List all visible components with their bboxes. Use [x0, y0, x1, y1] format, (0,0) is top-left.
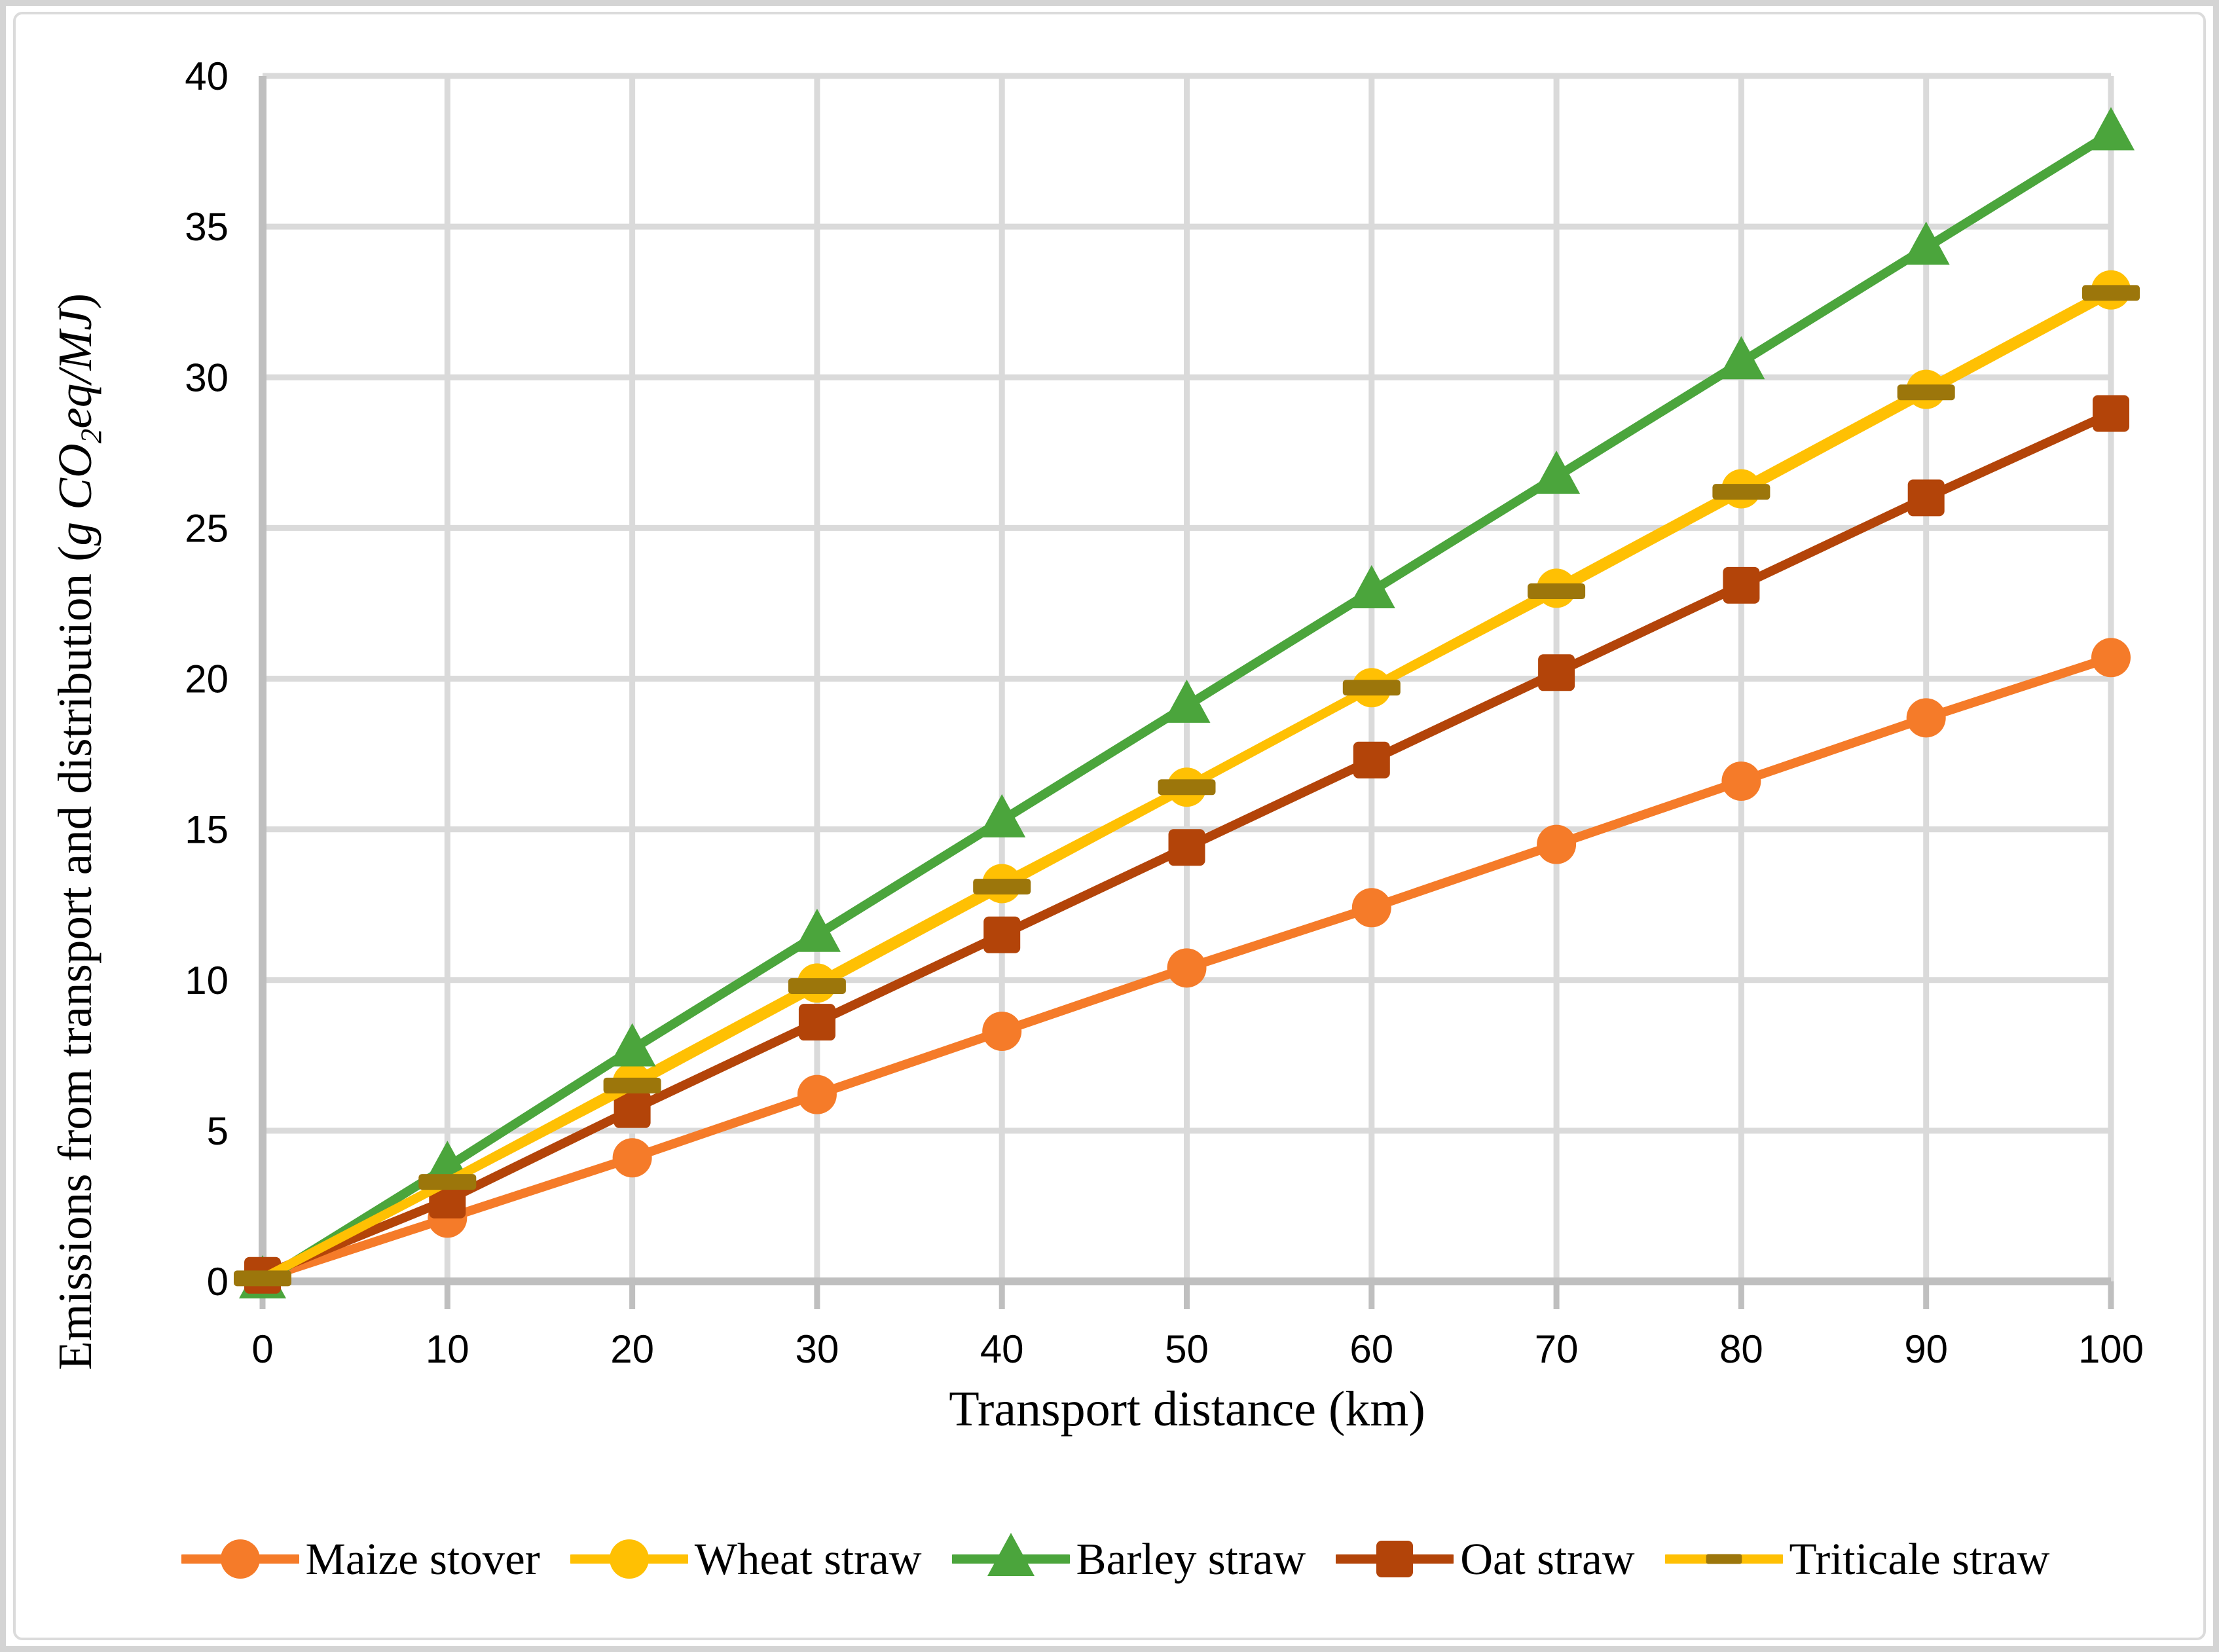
legend-marker-barley-straw [951, 1533, 1070, 1576]
x-tick-label: 50 [1165, 1327, 1209, 1371]
data-point-marker-circle [2091, 638, 2131, 678]
data-point-marker-square [1907, 479, 1945, 517]
series-triticale-straw [234, 285, 2140, 1287]
y-tick-label: 10 [185, 959, 229, 1002]
data-point-marker-square [1723, 566, 1760, 604]
data-point-marker-dash [1528, 583, 1586, 600]
legend-label-oat-straw: Oat straw [1460, 1533, 1635, 1584]
data-point-marker-circle [797, 1074, 837, 1114]
data-point-marker-dash [234, 1270, 291, 1287]
y-tick-label: 5 [207, 1109, 229, 1153]
legend-label-maize-stover: Maize stover [305, 1533, 540, 1584]
x-tick-label: 0 [251, 1327, 273, 1371]
x-tick-label: 80 [1719, 1327, 1763, 1371]
data-point-marker-dash [788, 978, 846, 994]
data-point-marker-square [1538, 654, 1575, 691]
data-point-marker-square [1376, 1541, 1414, 1577]
y-tick-label: 30 [185, 356, 229, 399]
data-point-marker-circle [612, 1138, 652, 1178]
legend-marker-triticale-straw [1664, 1554, 1783, 1564]
y-axis-unit-main: g CO [48, 443, 101, 546]
legend-label-wheat-straw: Wheat straw [694, 1533, 922, 1584]
data-point-marker-circle [1537, 824, 1577, 864]
series-oat-straw [244, 395, 2129, 1294]
y-axis-title: Emissions from transport and distributio… [32, 6, 124, 1646]
x-tick-label: 40 [980, 1327, 1024, 1371]
y-axis-title-prefix: Emissions from transport and distributio… [48, 545, 101, 1370]
x-tick-label: 60 [1349, 1327, 1393, 1371]
y-axis-unit-subscript: 2 [75, 428, 108, 444]
data-point-marker-circle [609, 1539, 649, 1579]
data-point-marker-dash [1897, 384, 1955, 401]
data-point-marker-square [983, 916, 1021, 953]
data-point-marker-square [2093, 395, 2129, 432]
data-point-marker-dash [1158, 779, 1216, 796]
data-point-marker-triangle [987, 1533, 1035, 1576]
data-point-marker-dash [973, 879, 1031, 895]
y-tick-label: 0 [207, 1260, 229, 1304]
data-point-marker-dash [1342, 680, 1401, 696]
data-point-marker-triangle [978, 794, 1026, 837]
legend-item-oat-straw: Oat straw [1336, 1532, 1635, 1587]
legend-item-wheat-straw: Wheat straw [570, 1532, 922, 1587]
data-point-marker-circle [1906, 698, 1946, 738]
y-tick-label: 25 [185, 506, 229, 550]
y-tick-label: 15 [185, 808, 229, 852]
plot-area: 0 5 10 15 20 25 30 35 40 0 10 20 30 40 50 60 70 80 90 100 [185, 54, 2144, 1371]
data-point-marker-triangle [1533, 450, 1581, 494]
data-point-marker-triangle [2087, 107, 2135, 151]
x-tick-label: 20 [610, 1327, 654, 1371]
legend-item-maize-stover: Maize stover [181, 1532, 540, 1587]
data-point-marker-circle [1351, 888, 1391, 928]
data-point-marker-dash [1706, 1554, 1742, 1564]
legend-marker-maize-stover [181, 1539, 299, 1579]
data-point-marker-triangle [608, 1023, 656, 1067]
tick-labels: 0 5 10 15 20 25 30 35 40 0 10 20 30 40 50 60 70 80 90 100 [185, 54, 2144, 1371]
x-tick-label: 10 [426, 1327, 469, 1371]
data-point-marker-square [1168, 829, 1205, 866]
data-point-marker-square [798, 1004, 835, 1041]
data-point-marker-circle [1167, 948, 1207, 988]
legend-item-barley-straw: Barley straw [951, 1532, 1306, 1587]
data-point-marker-circle [1721, 761, 1761, 801]
data-point-marker-triangle [1163, 679, 1211, 723]
y-tick-label: 20 [185, 657, 229, 701]
data-point-marker-dash [603, 1077, 661, 1093]
y-axis-title-suffix: ) [48, 293, 101, 310]
data-point-marker-circle [982, 1011, 1022, 1051]
data-point-marker-triangle [1902, 221, 1950, 265]
chart-legend: Maize stover Wheat straw Barley straw Oat s… [6, 1532, 2213, 1587]
y-axis-unit-rest: eq/MJ [48, 309, 101, 429]
data-point-marker-dash [418, 1174, 477, 1190]
gridlines [263, 73, 2114, 1281]
data-point-marker-triangle [793, 908, 841, 952]
data-point-marker-circle [220, 1539, 260, 1579]
legend-label-barley-straw: Barley straw [1076, 1533, 1306, 1584]
data-point-marker-triangle [1348, 565, 1395, 609]
x-tick-label: 90 [1904, 1327, 1948, 1371]
legend-item-triticale-straw: Triticale straw [1664, 1532, 2050, 1587]
y-tick-label: 40 [185, 54, 229, 98]
x-tick-label: 100 [2078, 1327, 2144, 1371]
legend-marker-oat-straw [1336, 1541, 1454, 1577]
data-point-marker-square [1353, 741, 1390, 779]
data-point-marker-triangle [1717, 336, 1765, 380]
y-tick-label: 35 [185, 205, 229, 249]
y-axis-title-text: Emissions from transport and distributio… [48, 293, 109, 1370]
x-axis-title: Transport distance (km) [949, 1382, 1425, 1437]
legend-label-triticale-straw: Triticale straw [1789, 1533, 2050, 1584]
data-point-marker-square [614, 1091, 651, 1128]
data-point-marker-dash [1712, 484, 1770, 500]
legend-marker-wheat-straw [570, 1539, 688, 1579]
x-tick-label: 70 [1535, 1327, 1579, 1371]
data-point-marker-dash [2082, 285, 2140, 301]
x-tick-label: 30 [796, 1327, 839, 1371]
